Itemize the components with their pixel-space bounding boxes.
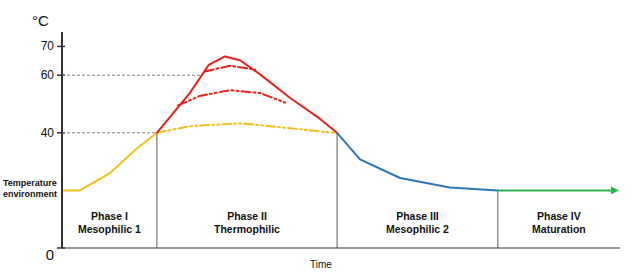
phase-divider xyxy=(156,133,157,248)
phase-label: Mesophilic 1 xyxy=(78,223,141,235)
series-line xyxy=(157,123,335,133)
y-tick-label: 70 xyxy=(41,39,55,53)
guide-line xyxy=(62,75,202,76)
x-axis-label: Time xyxy=(310,259,332,270)
phase-label: Thermophilic xyxy=(214,223,280,235)
series-line xyxy=(498,189,615,191)
y-axis-label: °C xyxy=(32,12,49,29)
y-tick-label: 40 xyxy=(41,126,55,140)
series-group xyxy=(62,56,615,190)
series-line xyxy=(337,133,498,191)
phase-label: Phase III xyxy=(396,210,439,222)
phase-label: Maturation xyxy=(532,223,586,235)
phase-label: Mesophilic 2 xyxy=(386,223,449,235)
y-tick-label: 0 xyxy=(46,246,54,263)
guide-line xyxy=(62,132,157,133)
x-axis xyxy=(62,248,620,249)
phase-label: Phase I xyxy=(91,210,128,222)
phase-divider xyxy=(336,133,337,248)
series-line xyxy=(62,133,157,191)
series-line xyxy=(205,66,255,72)
phase-divider xyxy=(497,190,498,248)
series-line xyxy=(178,90,285,105)
y-tick-label: 60 xyxy=(41,68,55,82)
annotation: environment xyxy=(3,189,57,199)
y-axis xyxy=(61,32,63,248)
chart: Phase IMesophilic 1 Phase IIThermophilic P… xyxy=(0,0,639,280)
annotation: Temperature xyxy=(3,178,57,188)
phase-label: Phase IV xyxy=(537,210,581,222)
series-line xyxy=(157,56,337,132)
phase-label: Phase II xyxy=(227,210,267,222)
